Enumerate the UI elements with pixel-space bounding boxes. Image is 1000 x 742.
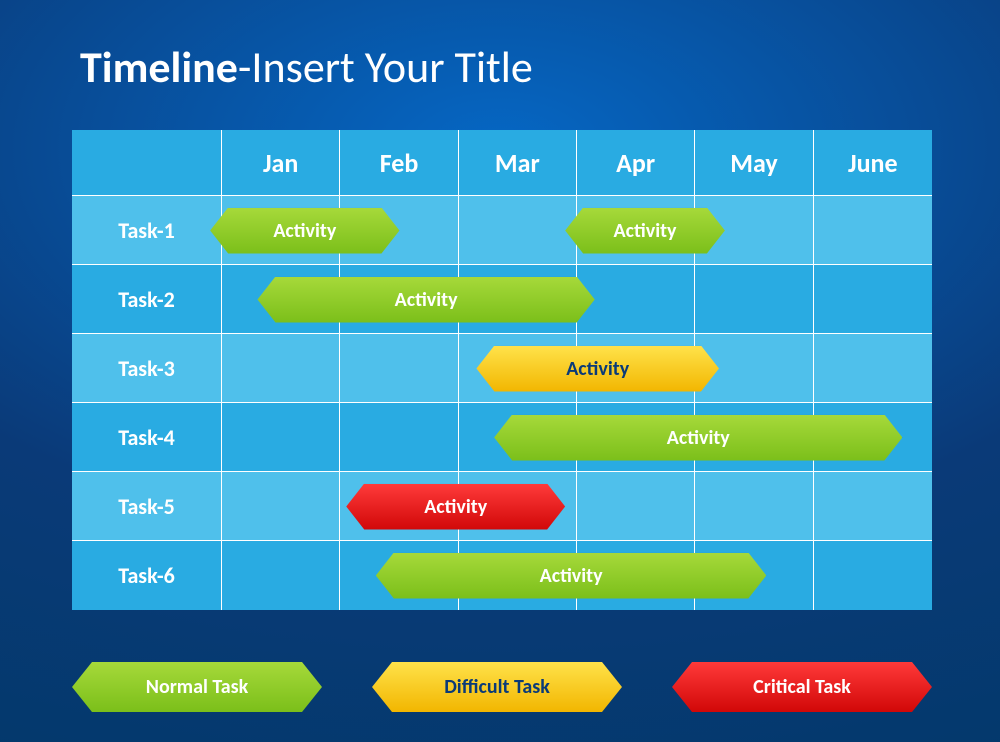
header-month-jan: Jan: [222, 130, 340, 196]
activity-bar-2: Activity: [565, 208, 725, 254]
header-month-mar: Mar: [459, 130, 577, 196]
cell-r6-c1: [222, 541, 340, 610]
header-month-apr: Apr: [577, 130, 695, 196]
legend-difficult: Difficult Task: [372, 662, 622, 712]
slide-title: Timeline-Insert Your Title: [80, 40, 533, 94]
row-label-6: Task-6: [72, 541, 222, 610]
activity-bar-1: Activity: [210, 208, 399, 254]
cell-r6-c6: [814, 541, 932, 610]
cell-r3-c1: [222, 334, 340, 403]
legend: Normal Task Difficult Task Critical Task: [72, 662, 932, 712]
header-corner: [72, 130, 222, 196]
cell-r1-c6: [814, 196, 932, 265]
gantt-chart: JanFebMarAprMayJuneTask-1Task-2Task-3Tas…: [72, 130, 932, 610]
row-label-5: Task-5: [72, 472, 222, 541]
activity-bar-7: Activity: [376, 553, 766, 599]
row-label-2: Task-2: [72, 265, 222, 334]
title-sep: -: [238, 40, 251, 94]
legend-normal: Normal Task: [72, 662, 322, 712]
cell-r2-c6: [814, 265, 932, 334]
activity-bar-4: Activity: [476, 346, 719, 392]
cell-r5-c6: [814, 472, 932, 541]
title-bold: Timeline: [80, 40, 238, 94]
cell-r5-c1: [222, 472, 340, 541]
cell-r3-c6: [814, 334, 932, 403]
cell-r1-c3: [459, 196, 577, 265]
header-month-june: June: [814, 130, 932, 196]
header-month-feb: Feb: [340, 130, 458, 196]
cell-r3-c2: [340, 334, 458, 403]
slide-stage: Timeline-Insert Your Title JanFebMarAprM…: [0, 0, 1000, 742]
cell-r5-c5: [695, 472, 813, 541]
row-label-3: Task-3: [72, 334, 222, 403]
row-label-4: Task-4: [72, 403, 222, 472]
cell-r2-c5: [695, 265, 813, 334]
cell-r4-c1: [222, 403, 340, 472]
activity-bar-5: Activity: [494, 415, 902, 461]
row-label-1: Task-1: [72, 196, 222, 265]
legend-critical: Critical Task: [672, 662, 932, 712]
title-rest: Insert Your Title: [251, 40, 532, 94]
activity-bar-3: Activity: [257, 277, 594, 323]
header-month-may: May: [695, 130, 813, 196]
activity-bar-6: Activity: [346, 484, 565, 530]
cell-r4-c2: [340, 403, 458, 472]
cell-r2-c4: [577, 265, 695, 334]
cell-r5-c4: [577, 472, 695, 541]
